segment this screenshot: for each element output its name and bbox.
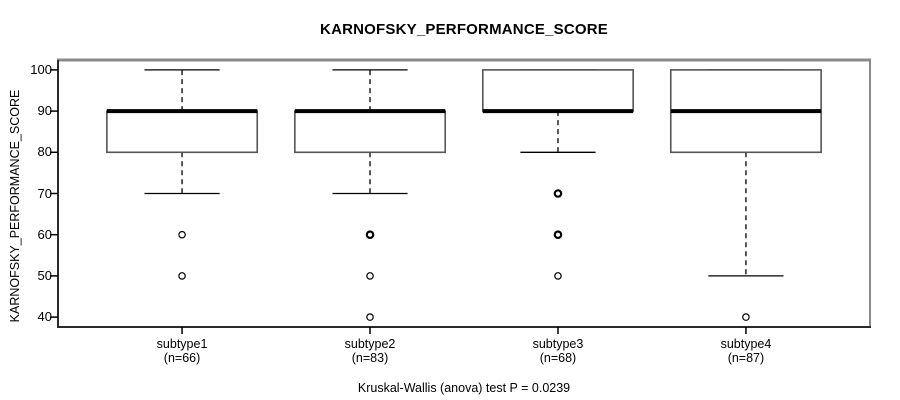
y-tick-label: 50 [37, 267, 52, 283]
x-category-label: subtype2 (n=83) [295, 337, 445, 365]
x-category-label: subtype3 (n=68) [483, 337, 633, 365]
outlier-point [366, 272, 374, 280]
y-tick-label: 90 [37, 103, 52, 119]
y-tick-label: 40 [37, 309, 52, 325]
outlier-point [553, 230, 563, 240]
outlier-point [554, 272, 562, 280]
x-category-name: subtype4 [720, 337, 772, 351]
x-category-name: subtype1 [156, 337, 208, 351]
x-category-count: (n=68) [539, 350, 577, 365]
x-category-count: (n=83) [351, 350, 389, 365]
x-category-name: subtype3 [532, 337, 584, 351]
outlier-point [178, 272, 186, 280]
iqr-box [481, 69, 634, 112]
iqr-box [294, 110, 447, 154]
stat-test-annotation: Kruskal-Wallis (anova) test P = 0.0239 [357, 381, 571, 395]
x-category-count: (n=87) [727, 350, 765, 365]
y-tick-label: 100 [30, 61, 52, 77]
chart-title: KARNOFSKY_PERFORMANCE_SCORE [320, 21, 608, 38]
outlier-point [365, 230, 375, 240]
outlier-point [366, 313, 374, 321]
x-category-label: subtype4 (n=87) [671, 337, 821, 365]
outlier-point [742, 313, 750, 321]
y-tick-label: 80 [37, 144, 52, 160]
outlier-point [553, 189, 563, 198]
iqr-box [106, 110, 259, 154]
x-category-label: subtype1 (n=66) [107, 337, 257, 365]
outlier-point [178, 230, 186, 239]
x-category-name: subtype2 [344, 337, 396, 351]
y-tick-label: 70 [37, 185, 52, 201]
x-category-count: (n=66) [163, 350, 201, 365]
y-tick-label: 60 [37, 226, 52, 242]
